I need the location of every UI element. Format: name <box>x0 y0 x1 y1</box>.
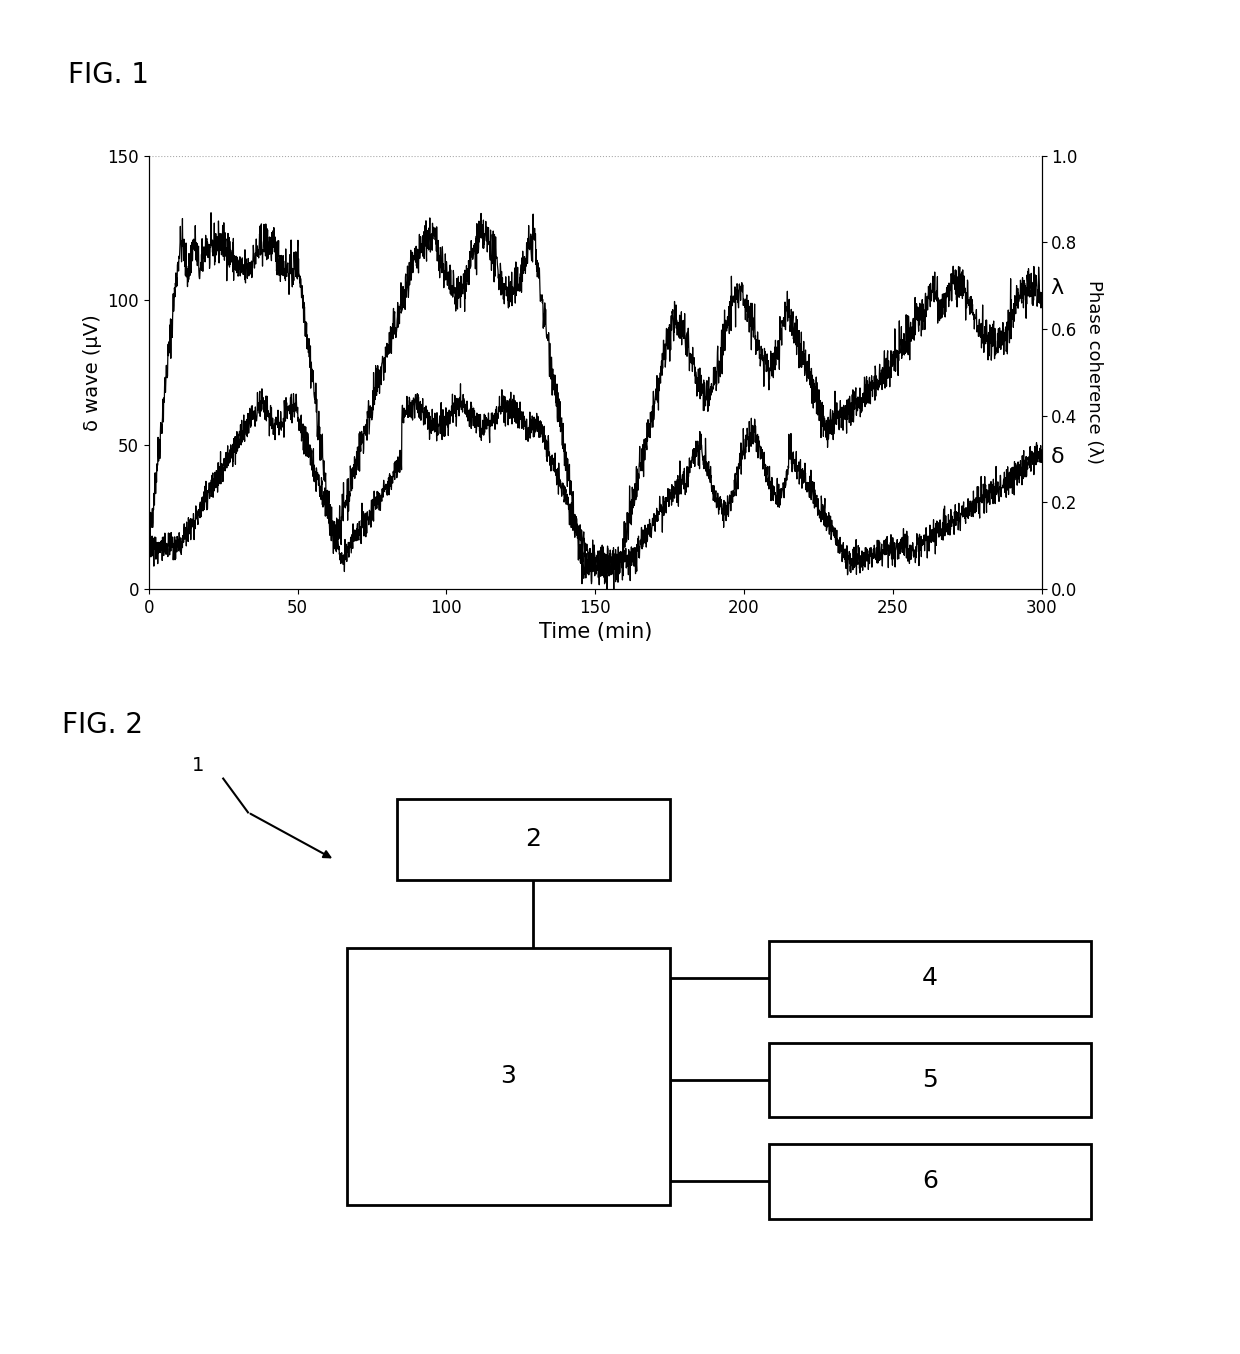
Text: 4: 4 <box>923 967 937 990</box>
Bar <box>347 948 670 1205</box>
Text: 3: 3 <box>501 1064 516 1089</box>
Y-axis label: δ wave (μV): δ wave (μV) <box>83 314 102 431</box>
Text: FIG. 1: FIG. 1 <box>68 61 149 89</box>
Bar <box>397 799 670 880</box>
Text: 5: 5 <box>923 1068 937 1091</box>
Text: 2: 2 <box>526 827 541 852</box>
Text: δ: δ <box>1050 447 1064 467</box>
Bar <box>769 941 1091 1016</box>
Y-axis label: Phase coherence (λ): Phase coherence (λ) <box>1085 280 1102 464</box>
Text: 6: 6 <box>923 1170 937 1193</box>
Text: 1: 1 <box>192 756 205 774</box>
X-axis label: Time (min): Time (min) <box>538 623 652 642</box>
Bar <box>769 1043 1091 1117</box>
Bar <box>769 1144 1091 1219</box>
Text: FIG. 2: FIG. 2 <box>62 711 143 739</box>
Text: λ: λ <box>1050 278 1064 298</box>
